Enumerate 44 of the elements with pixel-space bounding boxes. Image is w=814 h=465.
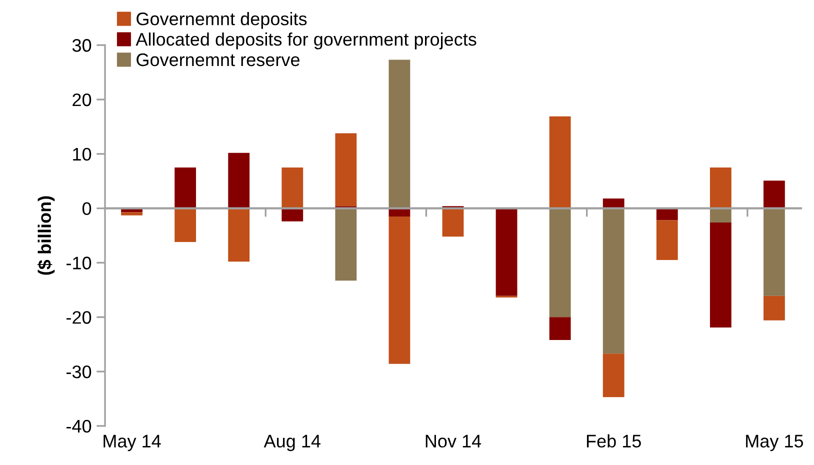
legend-label: Governemnt reserve (136, 53, 300, 66)
bar (764, 296, 785, 320)
bar (549, 317, 571, 340)
bar (549, 208, 571, 318)
bar (602, 198, 624, 208)
bar (442, 208, 464, 237)
x-tick-label: Aug 14 (264, 434, 320, 452)
bar (764, 208, 785, 296)
x-tick-label: Feb 15 (586, 434, 641, 448)
y-tick-label: 10 (73, 148, 92, 161)
bar (228, 152, 250, 208)
bar (602, 354, 624, 398)
bar (710, 222, 732, 328)
y-tick-label: 30 (72, 39, 92, 52)
x-tick-label: May 15 (746, 434, 804, 452)
bar (174, 208, 196, 242)
bar (602, 208, 624, 354)
x-tick-label: Nov 14 (426, 434, 482, 448)
y-tick-label: -10 (66, 256, 92, 270)
bar (121, 212, 142, 216)
bar (228, 208, 250, 262)
bar (335, 208, 357, 281)
bar (388, 60, 410, 208)
bar (388, 216, 410, 364)
bar (710, 168, 732, 208)
bar (174, 168, 196, 208)
y-tick-label: -30 (66, 365, 92, 378)
y-tick-label: -40 (66, 420, 92, 433)
y-tick-label: 20 (72, 93, 92, 106)
bar (496, 208, 518, 296)
x-tick-label: May 14 (104, 434, 161, 452)
legend-label: Allocated deposits for government projects (136, 32, 476, 50)
bar (282, 168, 304, 208)
bar (764, 180, 785, 208)
legend-label: Governemnt deposits (136, 12, 307, 29)
y-axis-title: ($ billion) (37, 196, 55, 275)
bar (710, 208, 732, 222)
bar (335, 133, 357, 206)
bar (549, 116, 571, 208)
bar (656, 220, 678, 260)
y-tick-label: 0 (82, 202, 92, 216)
y-tick-label: -20 (66, 311, 92, 324)
bar (656, 208, 678, 220)
bar (282, 208, 304, 222)
